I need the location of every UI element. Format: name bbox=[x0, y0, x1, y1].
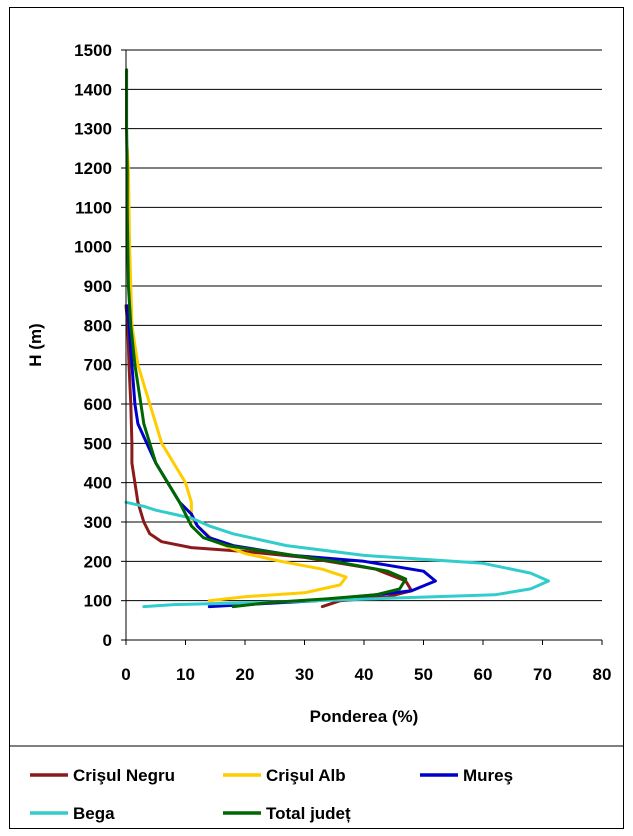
legend-label: Bega bbox=[73, 804, 115, 823]
y-tick-label: 700 bbox=[84, 356, 112, 375]
y-tick-label: 1200 bbox=[74, 159, 112, 178]
series-line-2 bbox=[126, 304, 437, 609]
series-layer bbox=[124, 68, 550, 609]
x-tick-label: 0 bbox=[121, 665, 130, 684]
legend-label: Mureş bbox=[463, 766, 513, 785]
y-tick-label: 0 bbox=[103, 631, 112, 650]
y-tick-label: 1400 bbox=[74, 80, 112, 99]
axes bbox=[125, 50, 602, 641]
y-tick-label: 400 bbox=[84, 474, 112, 493]
legend-label: Crişul Alb bbox=[266, 766, 346, 785]
legend-label: Total județ bbox=[266, 804, 351, 823]
legend: Crişul Negru Crişul Alb Mureş Bega Total jud… bbox=[30, 766, 513, 823]
y-tick-label: 900 bbox=[84, 277, 112, 296]
y-tick-label: 1500 bbox=[74, 41, 112, 60]
y-tick-label: 600 bbox=[84, 395, 112, 414]
y-tick-label: 100 bbox=[84, 592, 112, 611]
x-tick-label: 30 bbox=[295, 665, 314, 684]
x-tick-labels: 0 10 20 30 40 50 60 70 80 bbox=[121, 640, 611, 684]
y-tick-label: 800 bbox=[84, 316, 112, 335]
y-tick-label: 200 bbox=[84, 552, 112, 571]
legend-label: Crişul Negru bbox=[73, 766, 175, 785]
series-line-3 bbox=[124, 500, 550, 609]
x-tick-label: 10 bbox=[176, 665, 195, 684]
y-tick-label: 1300 bbox=[74, 120, 112, 139]
y-tick-labels: 0 100 200 300 400 500 600 700 800 900 1000 1100 1200… bbox=[74, 41, 126, 650]
series-line-4 bbox=[125, 68, 408, 609]
y-axis-title: H (m) bbox=[26, 323, 45, 366]
x-axis-title: Ponderea (%) bbox=[310, 707, 419, 726]
x-tick-label: 40 bbox=[355, 665, 374, 684]
x-tick-label: 20 bbox=[236, 665, 255, 684]
gridlines bbox=[126, 49, 602, 602]
y-tick-label: 300 bbox=[84, 513, 112, 532]
series-line-1 bbox=[125, 146, 348, 603]
x-tick-label: 70 bbox=[533, 665, 552, 684]
x-tick-label: 80 bbox=[593, 665, 612, 684]
x-tick-label: 50 bbox=[414, 665, 433, 684]
y-tick-label: 1100 bbox=[75, 198, 112, 217]
series-line-0 bbox=[124, 304, 414, 609]
x-tick-label: 60 bbox=[474, 665, 493, 684]
y-tick-label: 1000 bbox=[74, 238, 112, 257]
chart-frame bbox=[9, 7, 624, 829]
y-tick-label: 500 bbox=[84, 434, 112, 453]
